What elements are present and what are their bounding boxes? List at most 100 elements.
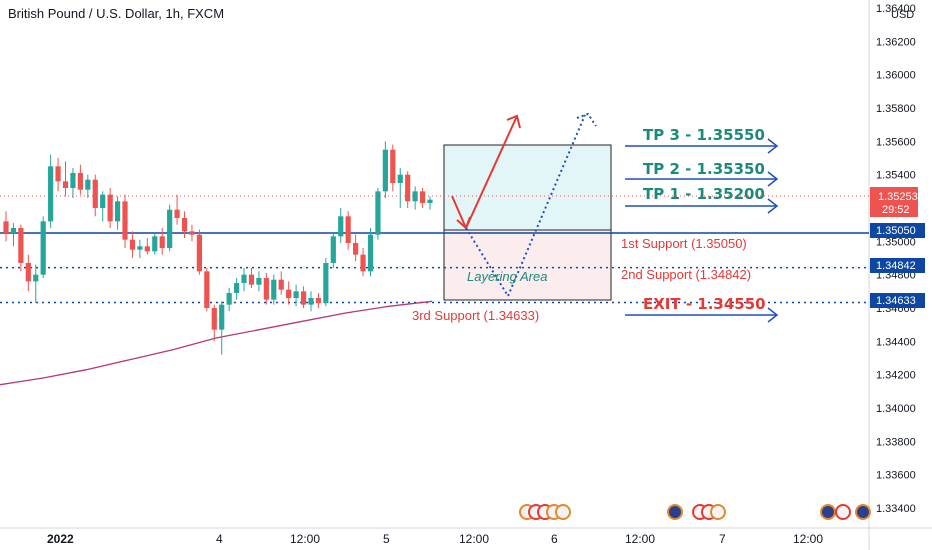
candle[interactable] [144,238,150,255]
candle[interactable] [62,161,69,197]
candle-body [323,263,329,303]
moving-average-line [0,300,433,386]
candle[interactable] [382,141,388,198]
candle[interactable] [367,228,374,277]
candle-body [271,279,277,300]
candle[interactable] [219,301,225,355]
currency-label[interactable]: USD [891,9,914,21]
candle[interactable] [196,229,203,275]
exit-label[interactable]: EXIT - 1.34550 [643,295,766,313]
candle[interactable] [293,284,299,307]
candle[interactable] [345,211,351,250]
candle[interactable] [300,286,307,308]
candle[interactable] [48,154,54,228]
candle[interactable] [263,273,269,305]
tp2-label[interactable]: TP 2 - 1.35350 [643,160,765,178]
candle[interactable] [412,186,418,210]
event-icons-day6[interactable] [667,504,726,520]
candle-body [189,231,195,235]
time-label: 2022 [47,532,74,546]
candle-body [256,278,262,285]
tp1-label[interactable]: TP 1 - 1.35200 [643,185,765,203]
candle[interactable] [397,168,403,208]
candle[interactable] [129,231,136,258]
candle[interactable] [33,264,39,303]
candle[interactable] [122,194,128,248]
candle-body [85,179,91,190]
candle[interactable] [405,171,411,208]
candle[interactable] [55,158,61,192]
candle[interactable] [323,258,329,307]
candle[interactable] [256,271,262,292]
candle[interactable] [159,228,165,255]
candle[interactable] [85,174,91,198]
support1-label[interactable]: 1st Support (1.35050) [621,236,747,251]
layering-area-box[interactable] [443,229,612,301]
candle[interactable] [286,281,292,305]
candle-body [390,149,396,183]
price-tick-label: 1.35000 [876,236,916,248]
candle[interactable] [137,239,143,258]
current-price-value: 1.35253 [878,191,918,203]
event-icons-day5[interactable] [519,504,571,520]
candle[interactable] [308,291,314,312]
candle[interactable] [390,144,396,192]
candle[interactable] [226,288,232,312]
candle[interactable] [360,248,366,277]
support3-label[interactable]: 3rd Support (1.34633) [412,308,539,323]
candle[interactable] [338,208,344,243]
candle[interactable] [211,304,217,342]
candle[interactable] [167,204,173,252]
candle[interactable] [25,254,31,292]
candle[interactable] [10,223,17,247]
candle[interactable] [233,278,240,300]
candle-body [10,228,17,233]
candle-body [427,199,433,203]
symbol-title: British Pound / U.S. Dollar, 1h, FXCM [8,6,225,21]
candle[interactable] [189,224,195,242]
candle[interactable] [18,224,24,272]
tp3-label[interactable]: TP 3 - 1.35550 [643,126,765,144]
candle-body [3,221,9,233]
candle-body [353,243,359,255]
candle[interactable] [107,188,113,228]
price-tick-label: 1.33600 [876,470,916,482]
candle-body [204,271,210,308]
candle[interactable] [92,174,98,217]
candle[interactable] [278,271,284,295]
support2-label[interactable]: 2nd Support (1.34842) [621,267,751,282]
candle[interactable] [419,188,426,208]
level-badge-2-value: 1.34842 [876,260,916,272]
candle[interactable] [330,233,336,268]
event-icons-day7[interactable] [820,504,871,520]
price-tick-label: 1.36000 [876,70,916,82]
candle[interactable] [427,196,433,210]
candle[interactable] [77,164,83,195]
candle[interactable] [353,234,359,262]
candle[interactable] [241,268,247,292]
candle[interactable] [3,211,9,242]
candle[interactable] [375,188,381,240]
candle-body [137,246,143,250]
candle[interactable] [315,293,322,308]
candle-body [382,149,388,192]
tp3-arrow [625,138,779,154]
uk-flag-icon [820,504,836,520]
candle[interactable] [114,196,121,230]
candle[interactable] [40,216,46,278]
candle[interactable] [100,191,106,222]
candle[interactable] [70,168,76,198]
candle-body [129,239,136,250]
candle[interactable] [248,268,255,288]
price-tick-label: 1.35800 [876,103,916,115]
candle-body [293,291,299,298]
candle[interactable] [204,268,210,312]
candle[interactable] [174,194,180,225]
layering-arrowhead [576,112,597,127]
candle-body [330,236,336,263]
layering-area-label[interactable]: Layering Area [467,269,547,284]
candle[interactable] [152,233,158,255]
candle[interactable] [271,274,277,305]
candle[interactable] [181,211,188,238]
